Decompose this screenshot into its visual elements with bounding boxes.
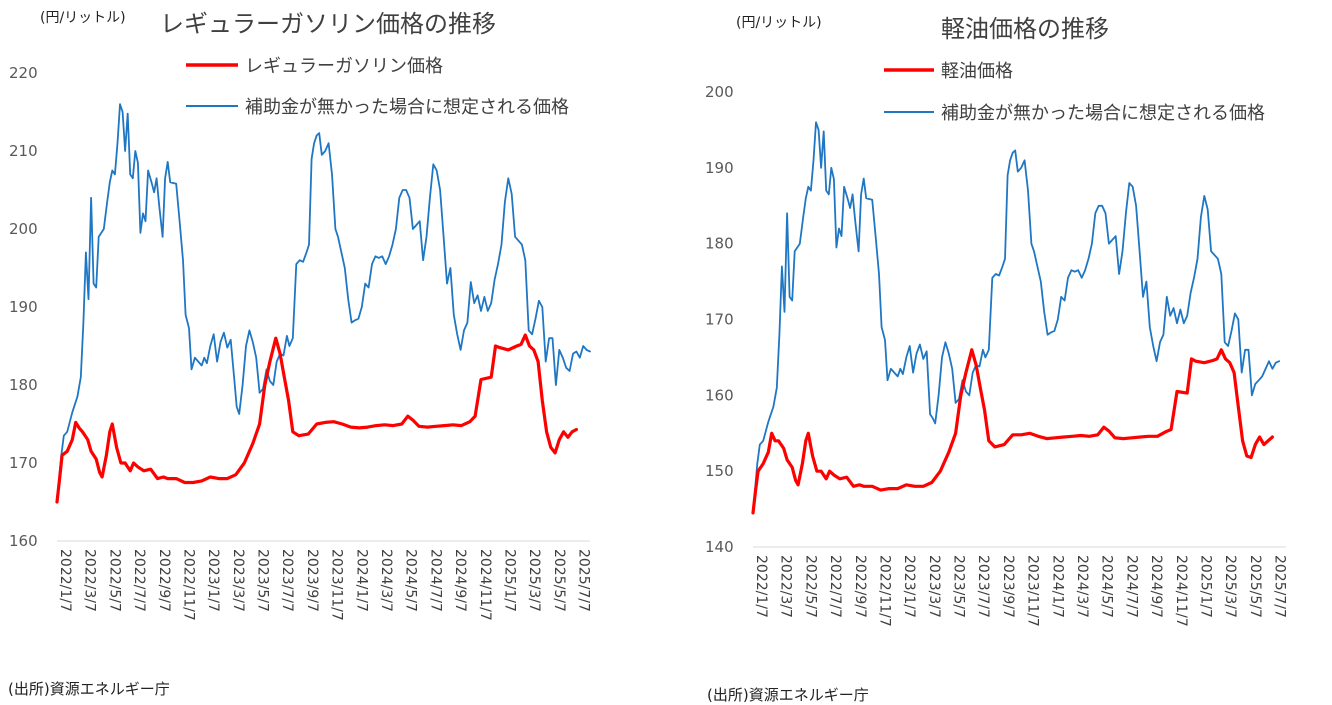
x-tick-label: 2024/7/7: [427, 549, 443, 612]
x-tick-label: 2022/9/7: [852, 555, 868, 618]
gasoline-chart: (円/リットル) レギュラーガソリン価格の推移 レギュラーガソリン価格 補助金が…: [9, 10, 592, 621]
diesel-plot-area: 140 150 160 170 180 190 200 2022/1/7 2022/3/7 202…: [705, 83, 1288, 627]
y-tick-label: 210: [9, 142, 38, 160]
diesel-legend: 軽油価格 補助金が無かった場合に想定される価格: [884, 61, 1265, 124]
x-tick-label: 2022/1/7: [57, 549, 73, 612]
diesel-chart-title: 軽油価格の推移: [941, 15, 1109, 43]
y-tick-label: 200: [705, 83, 734, 101]
x-tick-label: 2024/9/7: [452, 549, 468, 612]
legend-label-subsidy: 補助金が無かった場合に想定される価格: [245, 97, 569, 118]
x-tick-label: 2022/3/7: [82, 549, 98, 612]
y-tick-label: 180: [9, 376, 38, 394]
x-tick-label: 2023/7/7: [279, 549, 295, 612]
y-tick-label: 140: [705, 538, 734, 556]
legend-label-diesel: 軽油価格: [941, 61, 1013, 82]
x-tick-label: 2025/5/7: [551, 549, 567, 612]
x-tick-label: 2022/11/7: [876, 555, 892, 627]
y-tick-label: 220: [9, 64, 38, 82]
x-tick-label: 2023/5/7: [255, 549, 271, 612]
x-tick-label: 2024/11/7: [1173, 555, 1189, 627]
x-tick-label: 2022/5/7: [802, 555, 818, 618]
y-tick-label: 150: [705, 462, 734, 480]
x-tick-label: 2024/11/7: [477, 549, 493, 621]
gasoline-plot-area: 160 170 180 190 200 210 220 2022/1/7 2022/3/7 202…: [9, 64, 592, 621]
series-line-actual: [751, 348, 1274, 515]
x-tick-label: 2023/3/7: [926, 555, 942, 618]
x-tick-label: 2023/1/7: [901, 555, 917, 618]
diesel-unit-label: (円/リットル): [736, 15, 822, 31]
legend-label-subsidy: 補助金が無かった場合に想定される価格: [941, 103, 1265, 124]
series-line-subsidy: [752, 121, 1281, 514]
x-tick-label: 2025/7/7: [1272, 555, 1288, 618]
y-tick-label: 200: [9, 220, 38, 238]
x-tick-label: 2024/9/7: [1148, 555, 1164, 618]
x-tick-label: 2025/1/7: [501, 549, 517, 612]
y-tick-label: 190: [9, 298, 38, 316]
x-tick-label: 2024/5/7: [403, 549, 419, 612]
x-tick-label: 2023/9/7: [1000, 555, 1016, 618]
x-tick-label: 2023/7/7: [975, 555, 991, 618]
x-tick-label: 2024/3/7: [378, 549, 394, 612]
gasoline-source: (出所)資源エネルギー庁: [8, 680, 170, 698]
x-tick-label: 2025/7/7: [576, 549, 592, 612]
x-tick-label: 2022/5/7: [106, 549, 122, 612]
y-tick-label: 160: [705, 386, 734, 404]
gasoline-chart-title: レギュラーガソリン価格の推移: [160, 10, 496, 38]
series-line-subsidy: [56, 103, 591, 503]
x-tick-label: 2022/1/7: [753, 555, 769, 618]
x-tick-label: 2025/1/7: [1197, 555, 1213, 618]
diesel-chart: (円/リットル) 軽油価格の推移 軽油価格 補助金が無かった場合に想定される価格…: [705, 15, 1288, 627]
x-tick-label: 2025/5/7: [1247, 555, 1263, 618]
x-tick-label: 2024/3/7: [1074, 555, 1090, 618]
x-tick-label: 2023/1/7: [205, 549, 221, 612]
x-tick-label: 2023/11/7: [329, 549, 345, 621]
x-tick-label: 2025/3/7: [1222, 555, 1238, 618]
x-tick-label: 2022/7/7: [131, 549, 147, 612]
y-tick-label: 180: [705, 235, 734, 253]
x-tick-label: 2022/7/7: [827, 555, 843, 618]
x-tick-label: 2022/11/7: [180, 549, 196, 621]
x-tick-label: 2025/3/7: [526, 549, 542, 612]
legend-label-regular: レギュラーガソリン価格: [245, 56, 443, 77]
y-tick-label: 190: [705, 159, 734, 177]
x-tick-label: 2023/11/7: [1025, 555, 1041, 627]
x-tick-label: 2022/3/7: [778, 555, 794, 618]
x-tick-label: 2024/5/7: [1099, 555, 1115, 618]
series-line-actual: [55, 333, 578, 504]
x-tick-label: 2023/9/7: [304, 549, 320, 612]
y-tick-label: 170: [705, 311, 734, 329]
y-tick-label: 170: [9, 454, 38, 472]
x-tick-label: 2023/3/7: [230, 549, 246, 612]
x-tick-label: 2023/5/7: [951, 555, 967, 618]
y-tick-label: 160: [9, 532, 38, 550]
gasoline-legend: レギュラーガソリン価格 補助金が無かった場合に想定される価格: [186, 56, 569, 118]
x-tick-label: 2024/1/7: [353, 549, 369, 612]
x-tick-label: 2022/9/7: [156, 549, 172, 612]
gasoline-unit-label: (円/リットル): [40, 10, 126, 26]
x-tick-label: 2024/1/7: [1049, 555, 1065, 618]
diesel-source: (出所)資源エネルギー庁: [707, 686, 869, 704]
x-tick-label: 2024/7/7: [1123, 555, 1139, 618]
